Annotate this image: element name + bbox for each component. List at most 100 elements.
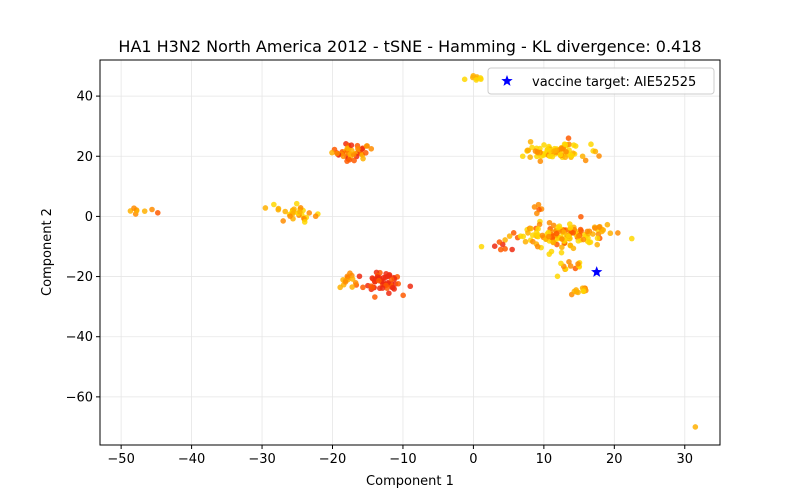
data-point <box>588 141 594 148</box>
data-point <box>368 145 375 152</box>
x-tick-label: −40 <box>178 452 205 467</box>
data-point <box>477 75 484 81</box>
data-point <box>154 209 161 216</box>
data-point <box>369 275 376 281</box>
data-point <box>376 277 382 284</box>
data-point <box>293 200 300 207</box>
data-point <box>570 142 577 148</box>
data-point <box>525 230 531 236</box>
data-point <box>578 213 584 220</box>
data-point <box>592 148 599 155</box>
legend-box <box>487 67 715 95</box>
data-point <box>551 148 557 154</box>
x-tick-label: −20 <box>319 452 346 467</box>
x-tick-label: −30 <box>248 452 275 467</box>
data-point <box>550 239 557 246</box>
data-point <box>559 236 565 242</box>
data-point <box>282 208 289 215</box>
data-point <box>395 280 402 287</box>
data-point <box>271 201 277 208</box>
data-point <box>351 157 357 164</box>
data-point <box>550 222 557 229</box>
data-point <box>575 238 582 244</box>
data-point <box>566 259 572 265</box>
x-tick-label: 0 <box>469 452 477 467</box>
data-point <box>528 225 534 232</box>
data-point <box>297 209 303 215</box>
data-point <box>529 144 535 151</box>
data-point <box>349 284 355 290</box>
data-point <box>355 145 361 152</box>
data-point <box>560 229 567 235</box>
x-tick-label: 10 <box>536 452 553 467</box>
data-point <box>478 243 485 250</box>
data-point <box>379 285 386 291</box>
data-point <box>491 243 498 249</box>
data-point <box>473 77 480 83</box>
data-point <box>594 241 601 248</box>
data-point <box>539 232 546 239</box>
y-tick-label: −60 <box>66 390 93 405</box>
y-axis-label: Component 2 <box>40 208 55 296</box>
data-point <box>615 230 621 236</box>
data-point <box>362 150 369 156</box>
data-point <box>604 221 611 228</box>
legend-star-icon <box>501 75 513 86</box>
data-point <box>407 283 414 290</box>
data-point <box>519 153 526 160</box>
data-point <box>546 153 553 159</box>
data-point <box>592 225 598 231</box>
data-point <box>461 76 468 83</box>
data-point <box>347 270 353 276</box>
data-point <box>141 208 148 214</box>
data-point <box>262 205 269 211</box>
data-point <box>364 143 370 149</box>
data-point <box>502 237 508 243</box>
data-point <box>372 294 378 300</box>
data-point <box>527 138 534 145</box>
data-point <box>388 276 395 283</box>
data-point <box>496 239 503 245</box>
vaccine-target-marker <box>591 266 603 277</box>
data-point <box>584 228 591 235</box>
data-point <box>558 249 565 256</box>
data-point <box>563 148 569 155</box>
data-point <box>527 154 533 161</box>
data-point <box>555 224 561 231</box>
grid-lines <box>100 60 720 445</box>
data-point <box>275 205 282 212</box>
data-point <box>531 204 538 210</box>
data-point <box>348 142 355 149</box>
data-point <box>342 279 349 285</box>
data-point <box>568 153 575 159</box>
data-point <box>545 229 552 236</box>
data-point <box>391 286 397 292</box>
data-point <box>344 145 351 152</box>
data-point <box>131 205 137 211</box>
x-tick-label: 30 <box>676 452 693 467</box>
data-point <box>594 235 601 242</box>
data-point <box>580 288 587 294</box>
data-point <box>567 242 574 249</box>
data-point <box>562 154 569 161</box>
data-point <box>524 147 531 154</box>
data-point <box>567 225 574 231</box>
data-point <box>534 243 541 250</box>
data-point <box>340 153 347 160</box>
data-point <box>565 135 572 142</box>
data-point <box>510 230 517 236</box>
data-point <box>554 273 561 280</box>
data-point <box>502 246 508 252</box>
data-point <box>312 213 319 220</box>
data-point <box>536 221 543 228</box>
data-point <box>628 235 635 242</box>
data-point <box>534 210 540 217</box>
data-point <box>537 158 544 165</box>
x-axis-label: Component 1 <box>366 474 454 489</box>
data-point <box>400 292 406 299</box>
data-point <box>346 157 353 163</box>
y-tick-label: −40 <box>66 330 93 345</box>
legend-label: vaccine target: AIE52525 <box>532 75 696 90</box>
data-point <box>349 276 356 282</box>
data-point <box>149 206 155 213</box>
